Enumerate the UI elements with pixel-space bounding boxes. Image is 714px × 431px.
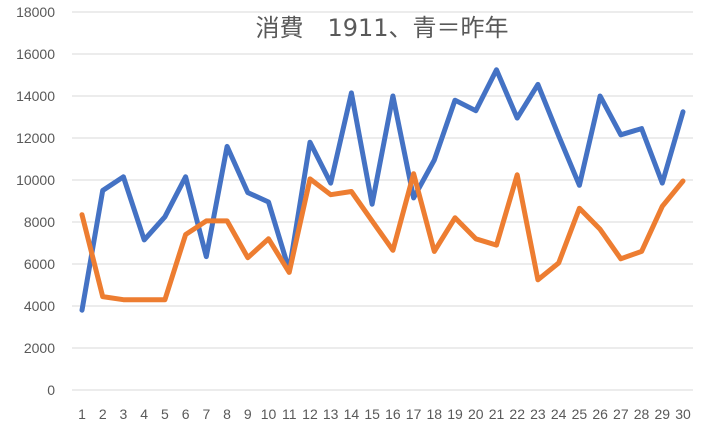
x-tick-label: 20: [468, 406, 484, 422]
x-tick-label: 14: [344, 406, 360, 422]
y-tick-label: 8000: [24, 214, 55, 230]
x-tick-label: 8: [223, 406, 231, 422]
x-tick-label: 2: [99, 406, 107, 422]
x-tick-label: 3: [120, 406, 128, 422]
x-tick-label: 22: [509, 406, 525, 422]
x-tick-label: 27: [613, 406, 629, 422]
x-tick-label: 15: [364, 406, 380, 422]
x-tick-label: 16: [385, 406, 401, 422]
y-tick-label: 10000: [16, 172, 55, 188]
x-tick-label: 29: [654, 406, 670, 422]
x-tick-label: 23: [530, 406, 546, 422]
y-tick-label: 18000: [16, 4, 55, 20]
x-tick-label: 11: [282, 406, 297, 422]
series-lines: [82, 70, 683, 311]
x-tick-label: 28: [634, 406, 650, 422]
x-tick-label: 13: [323, 406, 339, 422]
y-tick-label: 2000: [24, 340, 55, 356]
x-tick-label: 7: [202, 406, 210, 422]
x-tick-label: 6: [182, 406, 190, 422]
y-tick-label: 16000: [16, 46, 55, 62]
x-tick-label: 9: [244, 406, 252, 422]
x-tick-label: 5: [161, 406, 169, 422]
x-tick-label: 4: [140, 406, 148, 422]
x-tick-label: 18: [427, 406, 443, 422]
x-tick-label: 21: [489, 406, 505, 422]
x-tick-label: 24: [551, 406, 567, 422]
x-tick-label: 17: [406, 406, 422, 422]
y-tick-label: 14000: [16, 88, 55, 104]
x-tick-label: 1: [78, 406, 86, 422]
x-tick-label: 25: [572, 406, 588, 422]
x-tick-label: 10: [261, 406, 277, 422]
chart-title: 消費 1911、青＝昨年: [255, 14, 508, 42]
y-tick-label: 0: [47, 382, 55, 398]
y-tick-label: 6000: [24, 256, 55, 272]
y-tick-label: 12000: [16, 130, 55, 146]
x-tick-label: 12: [302, 406, 318, 422]
series-line-2: [82, 174, 683, 300]
y-axis-ticks: 0 2000 4000 6000 8000 10000 12000 14000 16000 180…: [16, 4, 55, 398]
gridlines: [72, 12, 693, 390]
y-tick-label: 4000: [24, 298, 55, 314]
x-tick-label: 30: [675, 406, 691, 422]
x-tick-label: 19: [447, 406, 463, 422]
x-tick-label: 26: [592, 406, 608, 422]
